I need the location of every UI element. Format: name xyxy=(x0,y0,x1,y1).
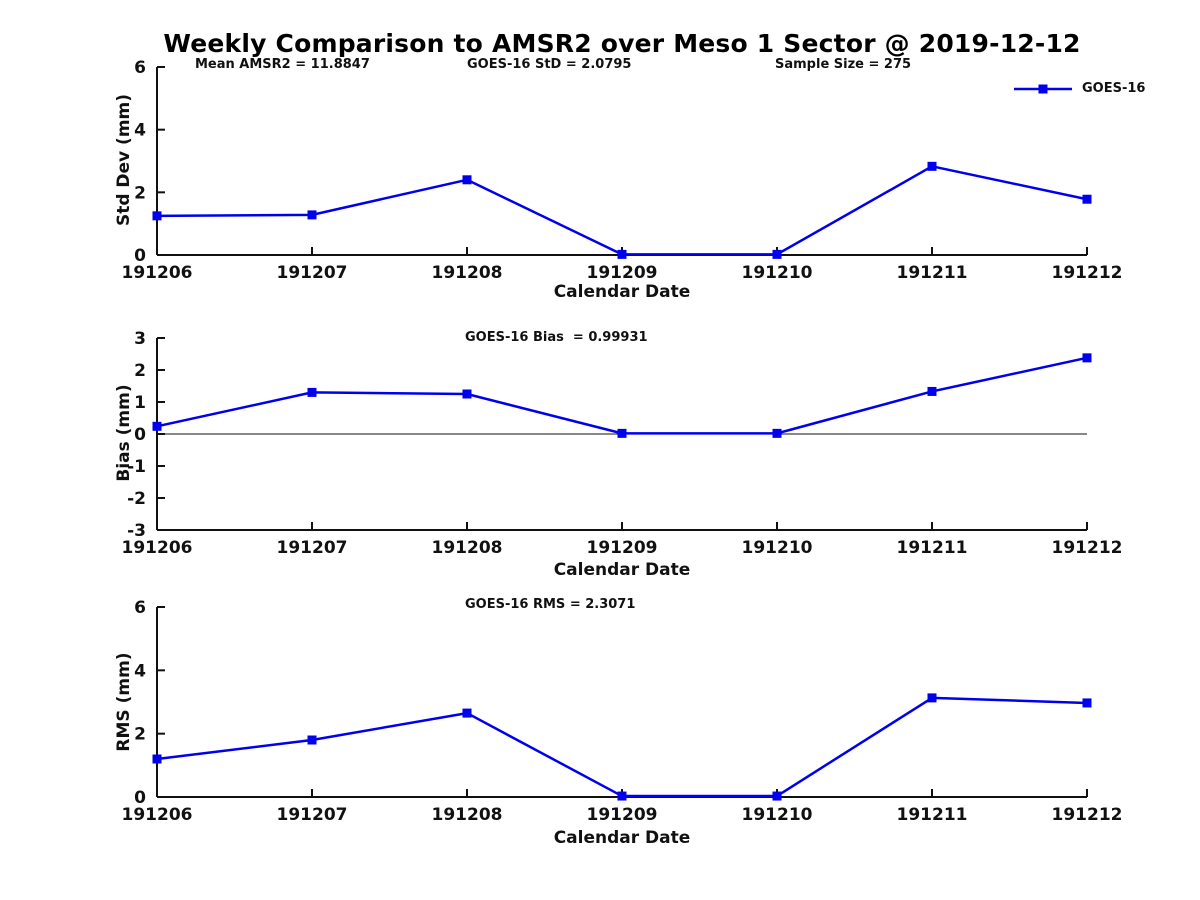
data-marker xyxy=(462,389,472,399)
x-tick-label: 191206 xyxy=(122,538,193,558)
data-marker xyxy=(462,175,472,185)
legend-marker-sample xyxy=(1038,84,1048,93)
x-tick-label: 191212 xyxy=(1052,263,1123,283)
y-tick-label: 2 xyxy=(134,725,146,745)
data-line xyxy=(156,356,1088,435)
x-tick-label: 191211 xyxy=(897,538,968,558)
annotation-goes16-std: GOES-16 StD = 2.0795 xyxy=(467,57,632,72)
data-marker xyxy=(617,791,627,801)
data-marker xyxy=(772,428,782,438)
x-tick-label: 191212 xyxy=(1052,805,1123,825)
y-tick-label: -1 xyxy=(127,457,146,477)
x-tick-label: 191208 xyxy=(432,263,503,283)
data-line xyxy=(156,165,1088,256)
y-tick-label: 6 xyxy=(134,598,146,618)
x-tick-label: 191207 xyxy=(277,805,348,825)
y-tick-label: -2 xyxy=(127,489,146,509)
data-marker xyxy=(772,249,782,259)
y-tick-label: -3 xyxy=(127,521,146,541)
x-tick-label: 191210 xyxy=(742,263,813,283)
figure-title: Weekly Comparison to AMSR2 over Meso 1 S… xyxy=(163,29,1081,58)
annotation-mean-amsr2: Mean AMSR2 = 11.8847 xyxy=(195,57,370,72)
y-axis-label-bias: Bias (mm) xyxy=(114,384,134,482)
y-tick-label: 0 xyxy=(134,425,146,445)
x-tick-label: 191209 xyxy=(587,805,658,825)
annotation-goes16-bias: GOES-16 Bias = 0.99931 xyxy=(465,330,648,345)
y-tick-label: 4 xyxy=(134,121,146,141)
y-tick-label: 1 xyxy=(134,393,146,413)
x-tick-label: 191211 xyxy=(897,805,968,825)
x-tick-label: 191207 xyxy=(277,263,348,283)
data-marker xyxy=(307,735,317,745)
x-axis-label-calendar-date-1: Calendar Date xyxy=(553,282,691,302)
legend: GOES-16 xyxy=(1012,81,1145,96)
x-tick-label: 191207 xyxy=(277,538,348,558)
y-tick-label: 0 xyxy=(134,788,146,808)
x-axis-label-calendar-date-2: Calendar Date xyxy=(553,560,691,580)
data-marker xyxy=(927,693,937,703)
x-tick-label: 191208 xyxy=(432,805,503,825)
data-marker xyxy=(152,421,162,431)
data-marker xyxy=(462,708,472,718)
data-marker xyxy=(1082,353,1092,363)
data-line xyxy=(156,696,1088,798)
annotation-sample-size: Sample Size = 275 xyxy=(775,57,912,72)
data-marker xyxy=(927,386,937,396)
x-tick-label: 191206 xyxy=(122,263,193,283)
x-tick-label: 191209 xyxy=(587,538,658,558)
data-marker xyxy=(617,428,627,438)
data-marker xyxy=(307,210,317,220)
x-tick-label: 191210 xyxy=(742,805,813,825)
x-tick-label: 191206 xyxy=(122,805,193,825)
legend-swatch xyxy=(1014,84,1072,93)
data-marker xyxy=(1082,698,1092,708)
x-tick-label: 191210 xyxy=(742,538,813,558)
x-axis-label-calendar-date-3: Calendar Date xyxy=(553,828,691,848)
x-tick-label: 191209 xyxy=(587,263,658,283)
data-marker xyxy=(152,754,162,764)
x-tick-label: 191211 xyxy=(897,263,968,283)
y-tick-label: 4 xyxy=(134,661,146,681)
data-marker xyxy=(927,161,937,171)
data-marker xyxy=(307,387,317,397)
y-axis-label-stddev: Std Dev (mm) xyxy=(114,93,134,227)
y-axis-label-rms: RMS (mm) xyxy=(114,652,134,752)
y-tick-label: 0 xyxy=(134,246,146,266)
data-marker xyxy=(772,791,782,801)
legend-series-label: GOES-16 xyxy=(1082,81,1146,96)
data-marker xyxy=(152,211,162,221)
subplot-1: 0 2 4 6 191206 191207 191208 191209 191210 191211… xyxy=(122,58,1123,283)
y-tick-label: 6 xyxy=(134,58,146,78)
y-tick-label: 3 xyxy=(134,329,146,349)
data-marker xyxy=(1082,194,1092,204)
x-tick-label: 191212 xyxy=(1052,538,1123,558)
y-tick-label: 2 xyxy=(134,361,146,381)
x-tick-label: 191208 xyxy=(432,538,503,558)
data-marker xyxy=(617,249,627,259)
annotation-goes16-rms: GOES-16 RMS = 2.3071 xyxy=(465,597,636,612)
y-tick-label: 2 xyxy=(134,183,146,203)
subplot-3: 0 2 4 6 191206 191207 191208 191209 191210 191211… xyxy=(122,598,1123,825)
